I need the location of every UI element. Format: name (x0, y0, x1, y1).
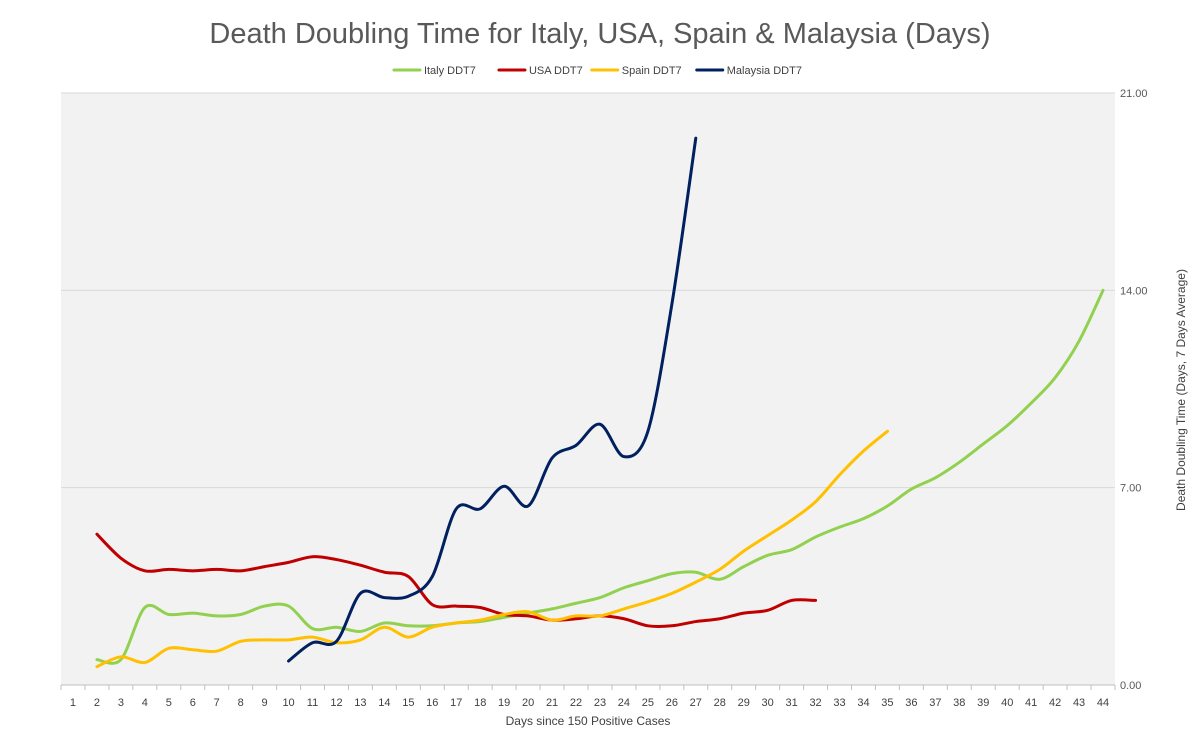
series-line-usa-ddt7 (95, 532, 818, 628)
x-tick-label: 8 (238, 697, 244, 709)
x-tick-label: 27 (690, 697, 702, 709)
y-tick-label: 7.00 (1120, 483, 1141, 495)
x-tick-label: 26 (666, 697, 678, 709)
x-tick-label: 22 (570, 697, 582, 709)
x-tick-label: 17 (450, 697, 462, 709)
y-tick-label: 0.00 (1120, 680, 1141, 692)
x-tick-label: 43 (1073, 697, 1085, 709)
y-tick-label: 14.00 (1120, 285, 1148, 297)
x-tick-label: 42 (1049, 697, 1061, 709)
plot-area (61, 93, 1115, 685)
series-line-malaysia-ddt7 (287, 136, 698, 663)
x-tick-label: 5 (166, 697, 172, 709)
legend-label: Italy DDT7 (424, 65, 476, 77)
x-tick-label: 38 (953, 697, 965, 709)
x-tick-label: 14 (378, 697, 390, 709)
legend-item-italy-ddt7: Italy DDT7 (392, 65, 476, 77)
x-tick-label: 24 (618, 697, 630, 709)
x-tick-label: 44 (1097, 697, 1109, 709)
x-tick-label: 7 (214, 697, 220, 709)
x-tick-label: 16 (426, 697, 438, 709)
series-lines (95, 136, 1105, 669)
x-tick-label: 30 (762, 697, 774, 709)
x-tick-label: 40 (1001, 697, 1013, 709)
x-tick-labels: 1 2 3 4 5 6 7 8 9 10 11 12 13 14 15 16 17 18 19 20 21 22 23 24 2… (70, 697, 1109, 709)
x-tick-label: 33 (833, 697, 845, 709)
x-tick-label: 1 (70, 697, 76, 709)
x-ticks (60, 685, 1116, 690)
y-axis-title: Death Doubling Time (Days, 7 Days Averag… (1174, 269, 1188, 511)
legend-item-malaysia-ddt7: Malaysia DDT7 (695, 65, 802, 77)
x-tick-label: 12 (330, 697, 342, 709)
x-tick-label: 29 (738, 697, 750, 709)
x-tick-label: 3 (118, 697, 124, 709)
x-tick-label: 19 (498, 697, 510, 709)
series-line-italy-ddt7 (95, 288, 1105, 665)
legend-item-usa-ddt7: USA DDT7 (497, 65, 583, 77)
x-tick-label: 23 (594, 697, 606, 709)
x-axis-title: Days since 150 Positive Cases (506, 714, 671, 728)
legend-label: Malaysia DDT7 (727, 65, 802, 77)
x-tick-label: 13 (354, 697, 366, 709)
x-tick-label: 36 (905, 697, 917, 709)
x-tick-label: 4 (142, 697, 148, 709)
gridlines (61, 92, 1115, 489)
x-tick-label: 28 (714, 697, 726, 709)
x-tick-label: 34 (857, 697, 869, 709)
x-tick-label: 2 (94, 697, 100, 709)
legend-label: USA DDT7 (529, 65, 583, 77)
y-tick-labels: 0.00 7.00 14.00 21.00 (1120, 88, 1148, 692)
x-tick-label: 11 (307, 697, 318, 709)
x-tick-label: 6 (190, 697, 196, 709)
x-tick-label: 9 (262, 697, 268, 709)
y-tick-label: 21.00 (1120, 88, 1148, 100)
legend-label: Spain DDT7 (622, 65, 682, 77)
x-tick-label: 18 (474, 697, 486, 709)
legend: Italy DDT7 USA DDT7 Spain DDT7 Malaysia DDT… (392, 65, 802, 77)
x-tick-label: 35 (881, 697, 893, 709)
x-tick-label: 39 (977, 697, 989, 709)
x-tick-label: 25 (642, 697, 654, 709)
series-line-spain-ddt7 (95, 429, 889, 669)
x-tick-label: 15 (402, 697, 414, 709)
x-tick-label: 10 (282, 697, 294, 709)
x-tick-label: 31 (785, 697, 797, 709)
x-tick-label: 32 (809, 697, 821, 709)
x-tick-label: 20 (522, 697, 534, 709)
x-tick-label: 37 (929, 697, 941, 709)
chart-title: Death Doubling Time for Italy, USA, Spai… (209, 18, 990, 50)
x-tick-label: 41 (1025, 697, 1037, 709)
legend-item-spain-ddt7: Spain DDT7 (590, 65, 682, 77)
x-tick-label: 21 (546, 697, 558, 709)
